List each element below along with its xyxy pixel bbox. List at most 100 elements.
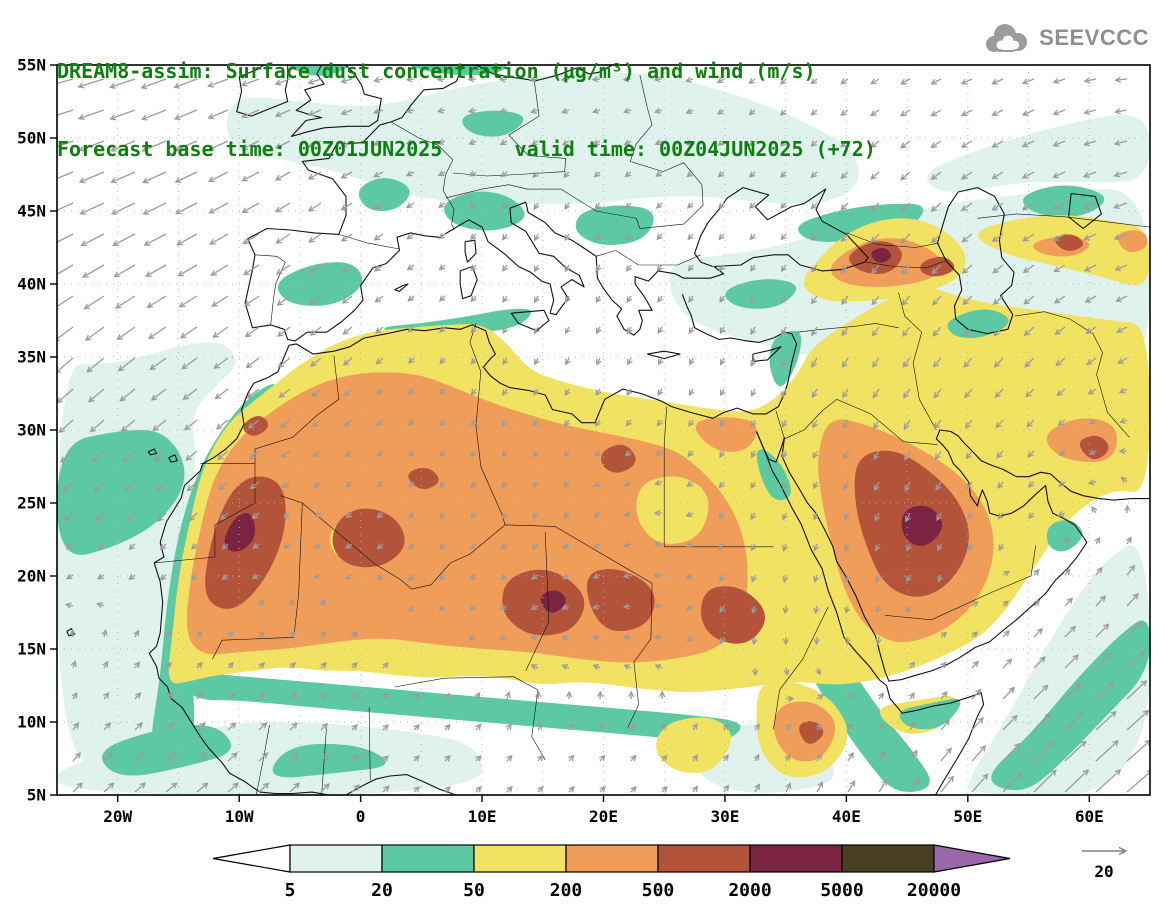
country-border xyxy=(560,161,704,229)
country-border xyxy=(212,495,303,660)
country-border xyxy=(977,213,1150,228)
dust-region xyxy=(408,467,439,490)
wind-reference-label: 20 xyxy=(1094,862,1113,881)
coastline xyxy=(781,429,1150,682)
dust-region xyxy=(57,722,483,795)
colorbar-label: 50 xyxy=(463,880,485,901)
country-border xyxy=(796,323,899,333)
country-border xyxy=(865,260,947,269)
coastline xyxy=(394,283,409,292)
colorbar-label: 500 xyxy=(642,880,675,901)
colorbar-label: 5000 xyxy=(820,880,863,901)
colorbar-label: 20 xyxy=(371,880,393,901)
country-border xyxy=(505,524,653,584)
country-border xyxy=(1015,311,1130,438)
dust-region xyxy=(272,743,386,778)
x-tick-label: 50E xyxy=(953,807,982,826)
country-border xyxy=(394,676,539,691)
coastline xyxy=(1068,192,1102,230)
colorbar-segment xyxy=(381,844,475,873)
dust-region xyxy=(725,279,797,309)
coastline xyxy=(148,294,798,795)
coastline xyxy=(244,65,869,342)
coastline xyxy=(473,65,614,82)
dust-region xyxy=(277,262,363,306)
colorbar-segment xyxy=(841,844,935,873)
y-tick-label: 25N xyxy=(17,494,46,513)
x-tick-label: 30E xyxy=(710,807,739,826)
country-border xyxy=(784,398,938,445)
colorbar-label: 20000 xyxy=(907,880,961,901)
country-border xyxy=(445,184,561,199)
country-border xyxy=(898,292,937,431)
dust-region xyxy=(243,415,269,436)
coastline xyxy=(464,239,477,263)
map-subtitle: Forecast base time: 00Z01JUN2025 valid t… xyxy=(57,137,876,161)
colorbar-segment xyxy=(565,844,659,873)
country-border xyxy=(773,606,829,730)
x-tick-label: 10W xyxy=(225,807,254,826)
coastlines xyxy=(66,65,1150,795)
country-border xyxy=(255,724,270,795)
y-tick-label: 20N xyxy=(17,567,46,586)
dust-region xyxy=(57,430,185,555)
dust-region xyxy=(183,673,741,742)
dust-region xyxy=(967,545,1150,795)
dust-region xyxy=(227,72,859,204)
colorbar-arrow-left xyxy=(212,844,291,873)
dust-region xyxy=(462,110,524,137)
coastline xyxy=(647,350,681,360)
y-tick-label: 40N xyxy=(17,275,46,294)
country-border xyxy=(390,121,455,231)
country-border xyxy=(368,707,371,781)
coastline xyxy=(236,65,289,117)
dust-region xyxy=(920,256,955,277)
graticule xyxy=(57,65,1150,795)
country-border xyxy=(531,689,546,761)
cloud-icon xyxy=(986,24,1028,52)
dust-region xyxy=(656,717,731,774)
dust-region xyxy=(1023,185,1105,217)
logo-text: SEEVCCC xyxy=(1039,25,1149,50)
country-border xyxy=(775,410,785,439)
country-border xyxy=(302,502,506,590)
dust-region xyxy=(224,513,256,552)
colorbar xyxy=(212,844,1011,873)
dust-region xyxy=(1046,520,1083,552)
wind-reference: 20 xyxy=(1082,846,1128,881)
country-border xyxy=(596,250,639,266)
coastline xyxy=(510,309,550,332)
dust-region xyxy=(1054,234,1083,251)
y-tick-label: 45N xyxy=(17,202,46,221)
country-border xyxy=(629,75,653,162)
x-tick-label: 0 xyxy=(356,807,366,826)
y-tick-label: 55N xyxy=(17,56,46,75)
dust-region xyxy=(575,205,654,246)
coastline xyxy=(459,265,478,300)
dust-region xyxy=(1079,435,1109,460)
colorbar-segment xyxy=(749,844,843,873)
country-border xyxy=(452,155,567,177)
map-title: DREAM8-assim: Surface dust concentration… xyxy=(57,59,816,83)
country-border xyxy=(638,254,701,266)
axis-labels: 55N 50N 45N 40N 35N 30N 25N 20N 15N 10N 5N 20W 10W 0 1… xyxy=(17,56,1104,827)
country-border xyxy=(663,406,667,547)
dust-region xyxy=(947,309,1009,338)
country-border xyxy=(846,232,939,248)
x-tick-label: 20E xyxy=(589,807,618,826)
colorbar-arrow-right xyxy=(933,844,1011,873)
dust-region xyxy=(871,247,892,263)
country-border xyxy=(525,532,550,672)
dust-region xyxy=(1117,230,1148,253)
coastline xyxy=(755,431,786,463)
map-header: DREAM8-assim: Surface dust concentration… xyxy=(57,6,876,188)
y-tick-label: 35N xyxy=(17,348,46,367)
coastline xyxy=(66,628,75,637)
y-tick-label: 50N xyxy=(17,129,46,148)
coastline xyxy=(168,454,178,463)
country-border xyxy=(627,583,653,728)
wind-reference-arrow xyxy=(1082,846,1128,856)
y-tick-label: 10N xyxy=(17,713,46,732)
x-tick-label: 10E xyxy=(468,807,497,826)
